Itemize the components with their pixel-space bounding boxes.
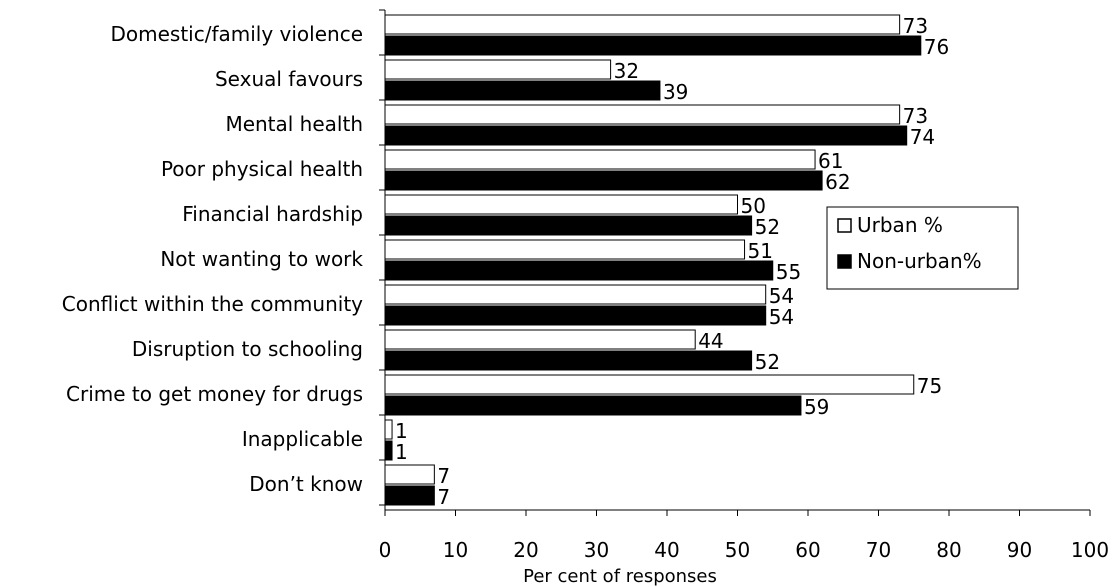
legend-label-non-urban: Non-urban%: [857, 249, 982, 273]
bar-urban: [384, 374, 915, 395]
data-label-non-urban: 52: [755, 350, 780, 374]
data-label-non-urban: 59: [804, 395, 829, 419]
data-label-urban: 32: [614, 59, 639, 83]
bar-urban: [384, 464, 435, 485]
bar-urban: [384, 239, 746, 260]
x-tick-label: 100: [1071, 538, 1109, 562]
bar-urban: [384, 284, 767, 305]
data-label-urban: 61: [818, 149, 843, 173]
bar-urban: [384, 149, 816, 170]
bar-urban: [384, 59, 612, 80]
x-tick-label: 10: [443, 538, 468, 562]
data-label-urban: 73: [903, 104, 928, 128]
bar-non-urban: [384, 395, 802, 416]
bar-non-urban: [384, 35, 922, 56]
legend-box: [826, 206, 1019, 290]
data-label-non-urban: 7: [437, 485, 450, 509]
category-label: Domestic/family violence: [110, 22, 363, 46]
bar-non-urban: [384, 170, 823, 191]
x-tick-label: 60: [795, 538, 820, 562]
data-label-non-urban: 62: [825, 170, 850, 194]
data-label-urban: 54: [769, 284, 794, 308]
category-label: Poor physical health: [161, 157, 363, 181]
data-label-non-urban: 52: [755, 215, 780, 239]
data-label-non-urban: 54: [769, 305, 794, 329]
x-axis-title: Per cent of responses: [523, 566, 717, 587]
bar-non-urban: [384, 80, 661, 101]
data-label-urban: 44: [698, 329, 723, 353]
bar-non-urban: [384, 485, 435, 506]
category-label: Sexual favours: [215, 67, 363, 91]
chart-bars: [384, 14, 922, 506]
data-label-urban: 75: [917, 374, 942, 398]
x-tick-label: 40: [654, 538, 679, 562]
bar-urban: [384, 419, 393, 440]
x-tick-label: 50: [725, 538, 750, 562]
x-tick-label: 30: [584, 538, 609, 562]
legend: Urban % Non-urban%: [826, 206, 1019, 290]
data-label-non-urban: 55: [776, 260, 801, 284]
data-label-urban: 7: [437, 464, 450, 488]
bar-non-urban: [384, 440, 393, 461]
x-tick-labels: 0 10 20 30 40 50 60 70 80 90 100: [379, 538, 1109, 562]
category-labels: Domestic/family violence Sexual favours Me…: [62, 22, 364, 496]
data-label-urban: 50: [741, 194, 766, 218]
x-tick-label: 0: [379, 538, 392, 562]
legend-label-urban: Urban %: [857, 213, 943, 237]
bar-urban: [384, 104, 901, 125]
legend-swatch-urban: [837, 218, 852, 233]
bar-urban: [384, 194, 738, 215]
category-label: Don’t know: [249, 472, 363, 496]
legend-swatch-non-urban: [837, 254, 852, 269]
x-tick-label: 80: [936, 538, 961, 562]
bar-urban: [384, 14, 901, 35]
data-label-non-urban: 1: [395, 440, 408, 464]
category-label: Crime to get money for drugs: [66, 382, 363, 406]
x-tick-label: 20: [513, 538, 538, 562]
category-label: Not wanting to work: [160, 247, 363, 271]
category-label: Conflict within the community: [62, 292, 363, 316]
category-label: Disruption to schooling: [132, 337, 363, 361]
x-tick-label: 90: [1007, 538, 1032, 562]
data-label-non-urban: 39: [663, 80, 688, 104]
category-label: Inapplicable: [242, 427, 363, 451]
data-label-urban: 1: [395, 419, 408, 443]
bar-non-urban: [384, 125, 908, 146]
data-label-urban: 51: [748, 239, 773, 263]
bar-non-urban: [384, 350, 753, 371]
bar-non-urban: [384, 260, 774, 281]
category-label: Mental health: [225, 112, 363, 136]
data-label-urban: 73: [903, 14, 928, 38]
bar-non-urban: [384, 215, 753, 236]
data-label-non-urban: 74: [910, 125, 935, 149]
bar-non-urban: [384, 305, 767, 326]
x-tick-label: 70: [866, 538, 891, 562]
category-label: Financial hardship: [182, 202, 363, 226]
bar-urban: [384, 329, 696, 350]
data-label-non-urban: 76: [924, 35, 949, 59]
